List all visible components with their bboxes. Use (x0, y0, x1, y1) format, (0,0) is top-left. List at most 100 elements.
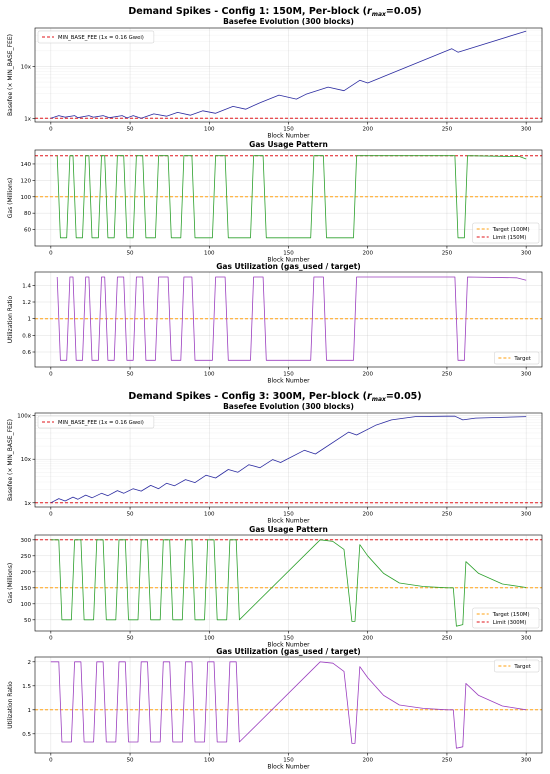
x-tick-label: 300 (521, 127, 532, 133)
panel-title: Basefee Evolution (300 blocks) (223, 17, 354, 26)
legend-box (494, 351, 540, 365)
panel-title: Gas Usage Pattern (249, 525, 328, 534)
x-tick-label: 0 (49, 127, 53, 133)
y-tick-label: 1.5 (22, 684, 31, 690)
y-tick-label: 1 (28, 317, 32, 323)
y-tick-label: 50 (24, 618, 31, 624)
legend-label: MIN_BASE_FEE (1x = 0.16 Gwei) (58, 35, 144, 41)
x-tick-label: 150 (283, 251, 294, 257)
legend: MIN_BASE_FEE (1x = 0.16 Gwei) (37, 30, 155, 44)
x-tick-label: 100 (204, 251, 215, 257)
panel-title: Gas Utilization (gas_used / target) (216, 647, 360, 656)
x-tick-label: 300 (521, 512, 532, 518)
plot-frame (34, 656, 543, 754)
x-tick-label: 100 (204, 127, 215, 133)
legend-label: Target (150M) (492, 612, 530, 618)
x-tick-label: 100 (204, 512, 215, 518)
x-tick-label: 300 (521, 636, 532, 642)
data-line (50, 415, 527, 504)
x-tick-label: 250 (442, 512, 453, 518)
data-line (50, 30, 527, 119)
y-tick-label: 1x (24, 116, 31, 122)
legend-box (37, 415, 155, 429)
y-axis-label: Utilization Ratio (7, 681, 14, 729)
x-tick-label: 300 (521, 372, 532, 378)
panel-title: Basefee Evolution (300 blocks) (223, 402, 354, 411)
x-tick-label: 200 (362, 512, 373, 518)
data-line (50, 661, 527, 749)
plot-frame (34, 27, 543, 123)
data-line (56, 276, 527, 361)
y-tick-label: 140 (21, 162, 32, 168)
panel-title: Gas Utilization (gas_used / target) (216, 262, 360, 271)
panel-6: Gas Utilization (gas_used / target)0 50 10… (7, 647, 543, 771)
x-tick-label: 0 (49, 251, 53, 257)
x-tick-label: 50 (127, 251, 134, 257)
y-tick-label: 1.4 (22, 283, 31, 289)
y-tick-label: 10x (21, 64, 32, 70)
y-tick-label: 1 (28, 708, 32, 714)
legend: MIN_BASE_FEE (1x = 0.16 Gwei) (37, 415, 155, 429)
y-tick-label: 0.5 (22, 732, 31, 738)
y-axis-label: Gas (Millions) (7, 178, 14, 219)
x-axis-label: Block Number (267, 764, 310, 771)
x-tick-label: 150 (283, 636, 294, 642)
x-axis-label: Block Number (267, 518, 310, 525)
x-tick-label: 250 (442, 758, 453, 764)
x-axis-label: Block Number (267, 133, 310, 140)
y-tick-label: 2 (28, 660, 32, 666)
legend-label: Target (513, 664, 530, 670)
panel-5: Gas Usage Pattern 0 50 100 150 200 250 300 50 100… (7, 525, 543, 649)
x-tick-label: 150 (283, 512, 294, 518)
data-line (50, 539, 527, 627)
y-tick-label: 120 (21, 178, 32, 184)
legend: Target (100M) Limit (150M) (472, 222, 540, 244)
y-tick-label: 1.2 (22, 300, 31, 306)
x-tick-label: 150 (283, 127, 294, 133)
x-axis-label: Block Number (267, 257, 310, 264)
x-tick-label: 200 (362, 251, 373, 257)
panel-3: Gas Utilization (gas_used / target)0 50 10… (7, 262, 543, 385)
x-tick-label: 200 (362, 372, 373, 378)
x-tick-label: 250 (442, 636, 453, 642)
plot-frame (34, 271, 543, 368)
legend: Target (150M) Limit (300M) (472, 607, 540, 629)
x-tick-label: 100 (204, 636, 215, 642)
x-tick-label: 50 (127, 372, 134, 378)
x-tick-label: 50 (127, 636, 134, 642)
x-tick-label: 0 (49, 636, 53, 642)
y-tick-label: 100x (17, 414, 31, 420)
x-tick-label: 0 (49, 758, 53, 764)
plot-frame (34, 149, 543, 247)
y-tick-label: 10x (21, 457, 32, 463)
panel-2: Gas Usage Pattern 0 50 100 150 200 250 300 60 80 1… (7, 140, 543, 264)
y-tick-label: 250 (21, 554, 32, 560)
x-tick-label: 200 (362, 758, 373, 764)
panel-1: Demand Spikes - Config 1: 150M, Per-bloc… (7, 6, 543, 140)
x-axis-label: Block Number (267, 642, 310, 649)
x-axis-label: Block Number (267, 378, 310, 385)
x-tick-label: 300 (521, 758, 532, 764)
x-tick-label: 150 (283, 758, 294, 764)
panel-title: Gas Usage Pattern (249, 140, 328, 149)
legend-box (472, 607, 540, 629)
x-tick-label: 50 (127, 127, 134, 133)
legend-box (472, 222, 540, 244)
x-tick-label: 250 (442, 127, 453, 133)
y-axis-label: Gas (Millions) (7, 563, 14, 604)
panel-4: Demand Spikes - Config 3: 300M, Per-bloc… (7, 391, 543, 525)
x-tick-label: 50 (127, 512, 134, 518)
x-tick-label: 100 (204, 372, 215, 378)
y-axis-label: Basefee (× MIN_BASE_FEE) (7, 419, 14, 501)
legend-box (37, 30, 155, 44)
legend-box (494, 659, 540, 673)
y-axis-label: Basefee (× MIN_BASE_FEE) (7, 34, 14, 116)
legend-label: Target (100M) (492, 227, 530, 233)
data-line (56, 155, 527, 239)
y-axis-label: Utilization Ratio (7, 295, 14, 343)
y-tick-label: 1x (24, 501, 31, 507)
figure-suptitle: Demand Spikes - Config 1: 150M, Per-bloc… (128, 6, 421, 18)
y-tick-label: 150 (21, 586, 32, 592)
y-tick-label: 60 (24, 228, 31, 234)
